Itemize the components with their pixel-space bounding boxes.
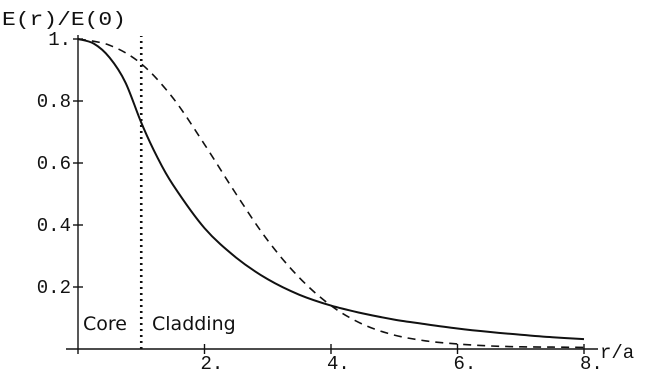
- y-axis-title: E(r)/E(0): [2, 9, 126, 31]
- x-axis-title: r/a: [600, 342, 634, 364]
- axes: [66, 35, 598, 354]
- y-tick-label: 0.8: [37, 91, 71, 113]
- x-tick-label: 4.: [327, 353, 350, 375]
- x-tick-label: 6.: [454, 353, 477, 375]
- core-region-label: Core: [83, 313, 127, 335]
- y-tick-label: 0.4: [37, 215, 71, 237]
- series-group: [77, 36, 585, 349]
- y-tick-label: 0.2: [37, 277, 71, 299]
- y-tick-label: 0.6: [37, 153, 71, 175]
- dashed-series-line: [77, 38, 585, 349]
- x-tick-label: 2.: [201, 353, 224, 375]
- tick-marks: 2. 4. 6. 8. 0.2 0.4 0.6 0.8 1.: [37, 29, 603, 375]
- cladding-region-label: Cladding: [152, 313, 236, 335]
- x-tick-label: 8.: [580, 353, 603, 375]
- y-tick-label: 1.: [48, 29, 71, 51]
- solid-series-line: [77, 38, 585, 341]
